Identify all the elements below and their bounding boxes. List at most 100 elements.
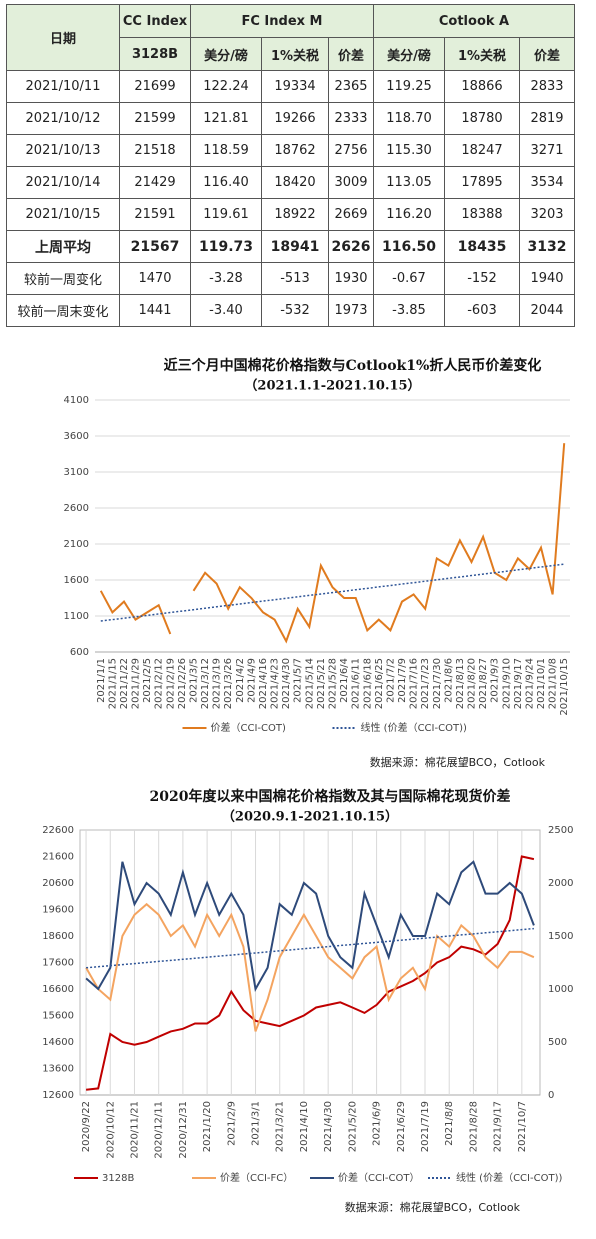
table-cell: 3128B bbox=[119, 37, 191, 71]
x-tick-label: 2020/12/31 bbox=[178, 1101, 189, 1159]
x-tick-label: 2021/4/10 bbox=[299, 1101, 310, 1152]
x-tick-label: 2021/7/19 bbox=[420, 1101, 431, 1152]
table-cell: 上周平均 bbox=[6, 230, 120, 263]
y-tick-label: 2100 bbox=[64, 539, 89, 550]
x-tick-label: 2021/4/30 bbox=[281, 658, 292, 709]
table-cell: 美分/磅 bbox=[190, 37, 262, 71]
y-tick-label: 12600 bbox=[42, 1090, 74, 1101]
x-tick-label: 2021/10/7 bbox=[517, 1101, 528, 1152]
table-cell: -3.28 bbox=[190, 262, 262, 295]
table-cell: 1441 bbox=[119, 294, 191, 327]
x-tick-label: 2021/5/21 bbox=[316, 658, 327, 709]
x-tick-label: 2021/4/16 bbox=[258, 658, 269, 709]
table-cell: 21699 bbox=[119, 70, 191, 103]
y2-tick-label: 1500 bbox=[548, 931, 573, 942]
legend-label: 价差（CCI-COT） bbox=[338, 1171, 419, 1184]
y-tick-label: 20600 bbox=[42, 878, 74, 889]
x-tick-label: 2021/2/19 bbox=[165, 658, 176, 709]
table-cell: 2021/10/14 bbox=[6, 166, 120, 199]
table-cell: 18780 bbox=[444, 102, 520, 135]
table-cell: 116.20 bbox=[373, 198, 445, 231]
table-cell: -152 bbox=[444, 262, 520, 295]
table-cell: 较前一周变化 bbox=[6, 262, 120, 295]
table-cell: 1470 bbox=[119, 262, 191, 295]
x-tick-label: 2021/7/30 bbox=[432, 658, 443, 709]
x-tick-label: 2021/7/23 bbox=[420, 658, 431, 709]
x-tick-label: 2021/2/26 bbox=[177, 658, 188, 709]
table-row: 2021/10/13 21518 118.59 18762 2756 115.30 1824… bbox=[6, 134, 575, 167]
x-tick-label: 2021/1/20 bbox=[202, 1101, 213, 1152]
table-cell: 2021/10/11 bbox=[6, 70, 120, 103]
table-cell: -3.85 bbox=[373, 294, 445, 327]
table-cell: 19266 bbox=[261, 102, 329, 135]
x-tick-label: 2021/6/18 bbox=[362, 658, 373, 709]
x-tick-label: 2021/5/20 bbox=[347, 1101, 358, 1152]
y-tick-label: 17600 bbox=[42, 958, 74, 969]
legend-label: 价差（CCI-FC） bbox=[220, 1171, 293, 1184]
plot-frame bbox=[79, 829, 541, 1096]
table-cell: 1%关税 bbox=[261, 37, 329, 71]
x-tick-label: 2021/5/7 bbox=[293, 658, 304, 703]
table-cell: -603 bbox=[444, 294, 520, 327]
chart-title: 2020年度以来中国棉花价格指数及其与国际棉花现货价差 bbox=[150, 788, 511, 805]
x-tick-label: 2021/10/1 bbox=[536, 658, 547, 709]
x-tick-label: 2021/9/3 bbox=[490, 658, 501, 703]
x-tick-label: 2021/3/12 bbox=[200, 658, 211, 709]
series-line bbox=[85, 855, 535, 1091]
legend-label: 3128B bbox=[102, 1173, 134, 1184]
legend-label: 线性 (价差（CCI-COT)) bbox=[361, 721, 467, 734]
table-cell: 3534 bbox=[519, 166, 575, 199]
y2-tick-label: 2500 bbox=[548, 825, 573, 836]
x-tick-label: 2021/10/15 bbox=[559, 658, 570, 716]
x-tick-label: 2021/6/4 bbox=[339, 658, 350, 703]
x-tick-label: 2021/8/28 bbox=[468, 1101, 479, 1152]
x-tick-label: 2021/4/2 bbox=[235, 658, 246, 703]
table-cell: -513 bbox=[261, 262, 329, 295]
chart-subtitle: （2020.9.1-2021.10.15） bbox=[222, 809, 398, 825]
table-cell: 18866 bbox=[444, 70, 520, 103]
table-row: 3128B 美分/磅 1%关税 价差 美分/磅 1%关税 价差 bbox=[7, 37, 575, 71]
y-tick-label: 19600 bbox=[42, 905, 74, 916]
y-tick-label: 3600 bbox=[64, 431, 89, 442]
y2-tick-label: 1000 bbox=[548, 984, 573, 995]
x-tick-label: 2021/6/9 bbox=[372, 1101, 383, 1146]
table-cell: 较前一周末变化 bbox=[6, 294, 120, 327]
table-cell: 18247 bbox=[444, 134, 520, 167]
x-tick-label: 2021/1/1 bbox=[96, 658, 107, 703]
y-tick-label: 3100 bbox=[64, 467, 89, 478]
table-row: 2021/10/15 21591 119.61 18922 2669 116.20 1838… bbox=[6, 198, 575, 231]
y-tick-label: 600 bbox=[70, 647, 89, 658]
y-tick-label: 22600 bbox=[42, 825, 74, 836]
table-cell: 美分/磅 bbox=[373, 37, 445, 71]
table-row: 日期 CC Index FC Index M Cotlook A bbox=[6, 4, 575, 71]
y-tick-label: 16600 bbox=[42, 984, 74, 995]
table-cell: 3009 bbox=[328, 166, 374, 199]
table-cell: 日期 bbox=[6, 4, 120, 71]
table-cell: 18420 bbox=[261, 166, 329, 199]
x-tick-label: 2021/4/30 bbox=[323, 1101, 334, 1152]
table-cell: 3271 bbox=[519, 134, 575, 167]
x-tick-label: 2021/7/2 bbox=[385, 658, 396, 703]
x-tick-label: 2021/5/28 bbox=[328, 658, 339, 709]
x-tick-label: 2021/3/26 bbox=[223, 658, 234, 709]
x-tick-label: 2021/1/15 bbox=[107, 658, 118, 709]
x-tick-label: 2021/7/16 bbox=[409, 658, 420, 709]
table-cell: 119.73 bbox=[190, 230, 262, 263]
series-line bbox=[99, 443, 566, 644]
x-tick-label: 2021/9/17 bbox=[493, 1101, 504, 1152]
x-tick-label: 2021/8/20 bbox=[467, 658, 478, 709]
y-tick-label: 1600 bbox=[64, 575, 89, 586]
table-cell: 119.61 bbox=[190, 198, 262, 231]
x-tick-label: 2020/12/11 bbox=[154, 1101, 165, 1159]
table-cell: 2044 bbox=[519, 294, 575, 327]
x-tick-label: 2021/8/27 bbox=[478, 658, 489, 709]
x-tick-label: 2021/3/1 bbox=[251, 1101, 262, 1146]
legend-label: 价差（CCI-COT) bbox=[211, 721, 286, 734]
y-tick-label: 15600 bbox=[42, 1011, 74, 1022]
table-cell: 119.25 bbox=[373, 70, 445, 103]
x-tick-label: 2021/1/22 bbox=[119, 658, 130, 709]
table-row: 较前一周变化 1470 -3.28 -513 1930 -0.67 -152 1940 bbox=[6, 262, 575, 295]
x-tick-label: 2021/9/24 bbox=[524, 658, 535, 709]
x-tick-label: 2021/8/8 bbox=[444, 1101, 455, 1146]
